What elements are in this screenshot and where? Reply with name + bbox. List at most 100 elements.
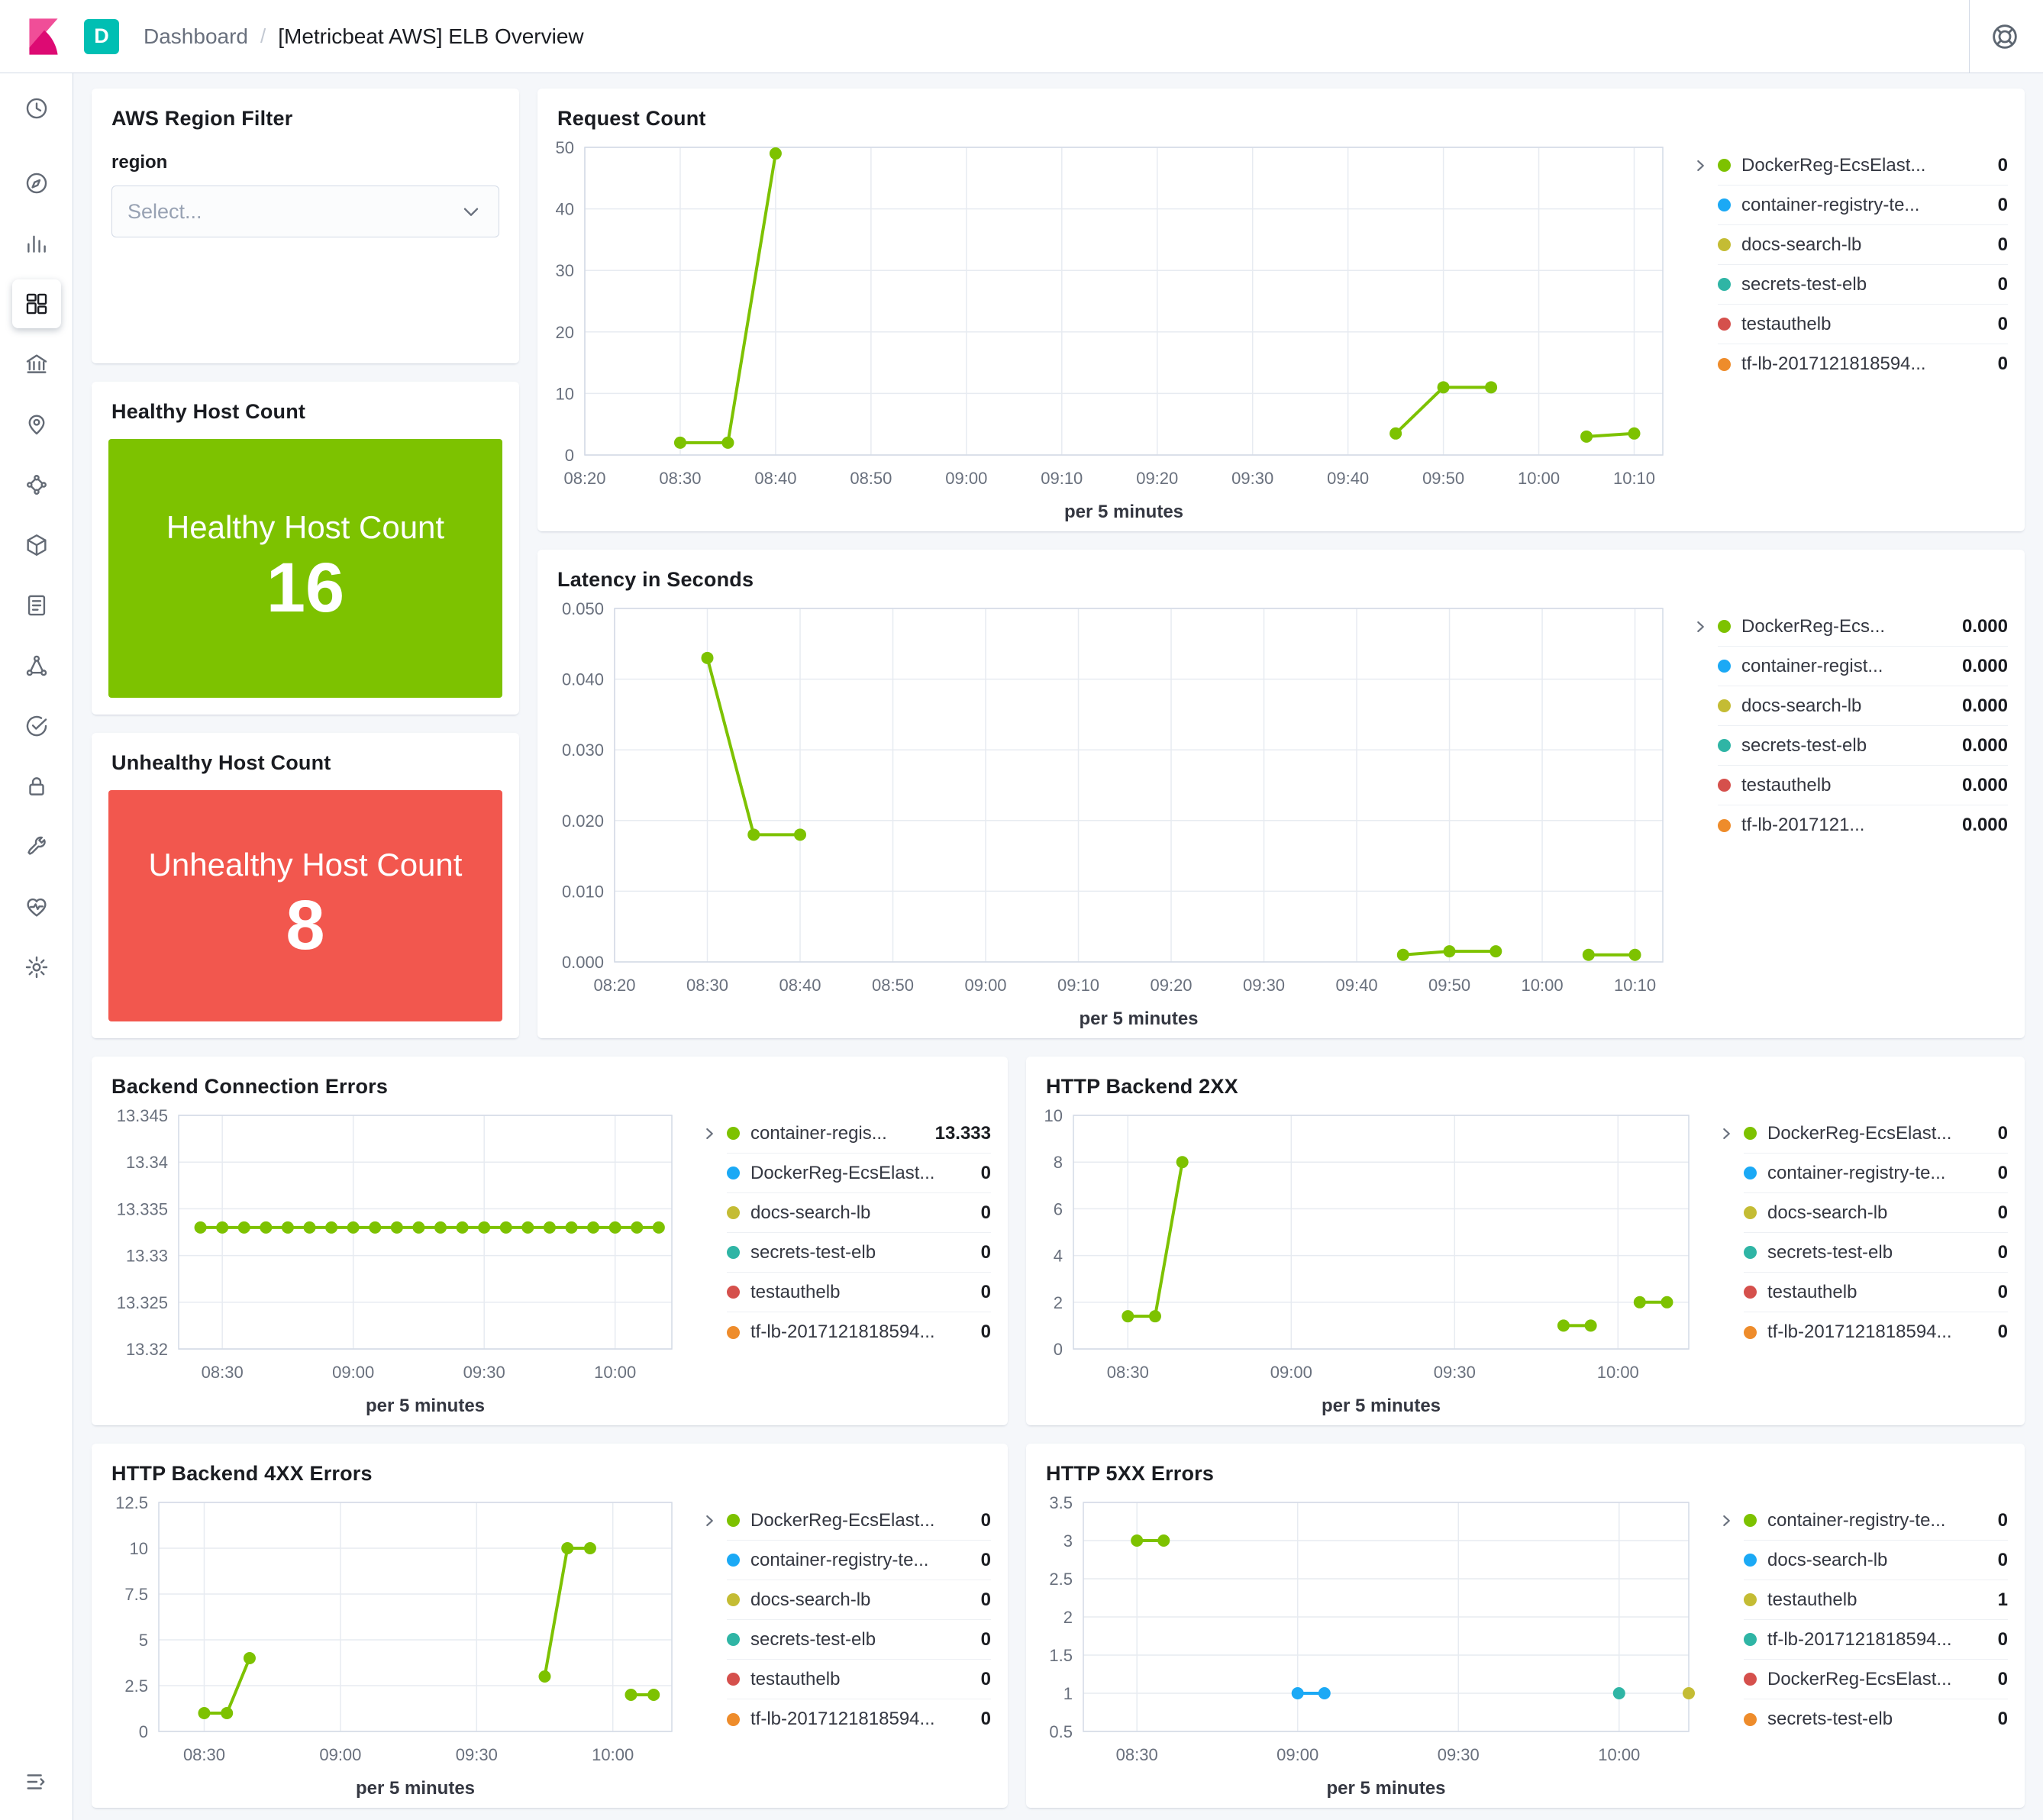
legend-collapse-button[interactable] <box>1683 607 1718 647</box>
series-value: 0.000 <box>1961 815 2008 835</box>
legend-item[interactable]: secrets-test-elb 0.000 <box>1718 726 2008 766</box>
help-icon[interactable] <box>1990 20 2023 53</box>
sidebar-item-maps[interactable] <box>12 400 61 449</box>
legend-item[interactable]: DockerReg-EcsElast... 0 <box>727 1154 991 1193</box>
series-color-dot <box>1718 779 1731 792</box>
legend-collapse-button[interactable] <box>692 1501 727 1541</box>
breadcrumb-dashboard-link[interactable]: Dashboard <box>144 24 248 48</box>
sidebar-item-visualize[interactable] <box>12 219 61 268</box>
legend-collapse-button[interactable] <box>1709 1501 1744 1541</box>
sidebar-item-recently-viewed[interactable] <box>12 84 61 133</box>
svg-text:08:30: 08:30 <box>183 1745 225 1764</box>
http-5xx-errors-panel: HTTP 5XX Errors 08:30 09:00 09:30 10:00 0.5 1… <box>1026 1444 2025 1808</box>
series-label: docs-search-lb <box>1767 1202 1888 1223</box>
chart-legend: DockerReg-EcsElast... 0 container-registry… <box>1683 134 2012 525</box>
legend-item[interactable]: testauthelb 1 <box>1744 1580 2008 1620</box>
sidebar-item-machine-learning[interactable] <box>12 460 61 509</box>
series-value: 0.000 <box>1961 734 2008 756</box>
legend-item[interactable]: container-regis... 13.333 <box>727 1114 991 1154</box>
sidebar-item-infrastructure[interactable] <box>12 521 61 570</box>
region-filter-form: region Select... <box>92 131 519 237</box>
legend-item[interactable]: tf-lb-2017121... 0.000 <box>1718 805 2008 845</box>
legend-list: container-registry-te... 0 docs-search-lb 0… <box>1744 1501 2008 1802</box>
http-5xx-errors-chart[interactable]: 08:30 09:00 09:30 10:00 0.5 1 1.5 2 2.5 3 3.5 per 5… <box>1031 1489 1709 1802</box>
series-value: 1 <box>1997 1589 2008 1610</box>
sidebar-item-canvas[interactable] <box>12 340 61 389</box>
legend-item[interactable]: docs-search-lb 0 <box>1744 1193 2008 1233</box>
topbar-right-section <box>1969 0 2043 73</box>
http-backend-2xx-chart[interactable]: 08:30 09:00 09:30 10:00 0 2 4 6 8 10 per 5 minutes <box>1031 1102 1709 1419</box>
svg-text:per 5 minutes: per 5 minutes <box>1064 502 1183 522</box>
legend-item[interactable]: DockerReg-Ecs... 0.000 <box>1718 607 2008 647</box>
series-label: secrets-test-elb <box>1741 734 1867 756</box>
series-value: 0 <box>1997 1549 2008 1570</box>
series-color-dot <box>1718 318 1731 331</box>
legend-item[interactable]: docs-search-lb 0.000 <box>1718 686 2008 726</box>
series-color-dot <box>1718 198 1731 211</box>
sidebar-item-dev-tools[interactable] <box>12 822 61 871</box>
panel-title: Request Count <box>557 107 706 130</box>
kibana-logo[interactable] <box>23 16 64 57</box>
legend-item[interactable]: tf-lb-2017121818594... 0 <box>727 1312 991 1352</box>
series-label: DockerReg-EcsElast... <box>1767 1122 1952 1144</box>
svg-text:09:00: 09:00 <box>1270 1363 1312 1382</box>
svg-text:09:30: 09:30 <box>1243 976 1285 995</box>
http-backend-4xx-errors-chart[interactable]: 08:30 09:00 09:30 10:00 0 2.5 5 7.5 10 12.5 per 5 … <box>96 1489 692 1802</box>
legend-collapse-button[interactable] <box>1683 146 1718 186</box>
sidebar-item-siem[interactable] <box>12 762 61 811</box>
backend-connection-errors-chart[interactable]: 08:30 09:00 09:30 10:00 13.32 13.325 13.33 13.3… <box>96 1102 692 1419</box>
legend-item[interactable]: DockerReg-EcsElast... 0 <box>1718 146 2008 186</box>
legend-item[interactable]: container-regist... 0.000 <box>1718 647 2008 686</box>
region-field-label: region <box>111 152 168 173</box>
collapse-menu-icon <box>26 1774 44 1789</box>
clock-icon <box>26 98 47 119</box>
series-value: 13.333 <box>934 1122 991 1144</box>
legend-item[interactable]: testauthelb 0 <box>727 1660 991 1699</box>
region-select[interactable]: Select... <box>111 186 499 237</box>
legend-item[interactable]: container-registry-te... 0 <box>727 1541 991 1580</box>
sidebar-item-management[interactable] <box>12 943 61 992</box>
sidebar-item-stack-monitoring[interactable] <box>12 883 61 931</box>
svg-text:08:30: 08:30 <box>686 976 728 995</box>
legend-item[interactable]: tf-lb-2017121818594... 0 <box>1744 1312 2008 1352</box>
legend-item[interactable]: docs-search-lb 0 <box>727 1580 991 1620</box>
legend-item[interactable]: DockerReg-EcsElast... 0 <box>727 1501 991 1541</box>
collapse-navigation-button[interactable] <box>12 1757 61 1806</box>
chevron-right-icon <box>1697 160 1704 172</box>
legend-item[interactable]: testauthelb 0 <box>1718 305 2008 344</box>
metric-label: Healthy Host Count <box>166 508 445 545</box>
legend-item[interactable]: container-registry-te... 0 <box>1744 1501 2008 1541</box>
legend-item[interactable]: secrets-test-elb 0 <box>1744 1233 2008 1273</box>
series-label: DockerReg-EcsElast... <box>750 1509 935 1531</box>
legend-item[interactable]: secrets-test-elb 0 <box>727 1620 991 1660</box>
legend-item[interactable]: secrets-test-elb 0 <box>727 1233 991 1273</box>
sidebar-item-dashboard[interactable] <box>11 279 61 328</box>
legend-item[interactable]: secrets-test-elb 0 <box>1718 265 2008 305</box>
legend-collapse-button[interactable] <box>692 1114 727 1154</box>
legend-item[interactable]: testauthelb 0 <box>1744 1273 2008 1312</box>
sidebar-item-uptime[interactable] <box>12 702 61 750</box>
legend-item[interactable]: docs-search-lb 0 <box>1744 1541 2008 1580</box>
legend-item[interactable]: tf-lb-2017121818594... 0 <box>1744 1620 2008 1660</box>
legend-item[interactable]: DockerReg-EcsElast... 0 <box>1744 1660 2008 1699</box>
sidebar-item-apm[interactable] <box>12 641 61 690</box>
sidebar-item-logs[interactable] <box>12 581 61 630</box>
legend-item[interactable]: testauthelb 0.000 <box>1718 766 2008 805</box>
legend-item[interactable]: secrets-test-elb 0 <box>1744 1699 2008 1739</box>
legend-item[interactable]: docs-search-lb 0 <box>727 1193 991 1233</box>
legend-item[interactable]: tf-lb-2017121818594... 0 <box>1718 344 2008 384</box>
request-count-chart[interactable]: 08:20 08:30 08:40 08:50 09:00 09:10 09:20 09:30… <box>542 134 1683 525</box>
metric-value: 8 <box>286 886 325 964</box>
series-color-dot <box>1744 1127 1757 1140</box>
latency-chart[interactable]: 08:20 08:30 08:40 08:50 09:00 09:10 09:20 09:30… <box>542 595 1683 1032</box>
legend-item[interactable]: testauthelb 0 <box>727 1273 991 1312</box>
dashboard-app-badge: D <box>84 18 119 54</box>
legend-item[interactable]: DockerReg-EcsElast... 0 <box>1744 1114 2008 1154</box>
legend-item[interactable]: docs-search-lb 0 <box>1718 225 2008 265</box>
legend-item[interactable]: tf-lb-2017121818594... 0 <box>727 1699 991 1739</box>
legend-item[interactable]: container-registry-te... 0 <box>1718 186 2008 225</box>
sidebar-item-discover[interactable] <box>12 159 61 208</box>
legend-item[interactable]: container-registry-te... 0 <box>1744 1154 2008 1193</box>
legend-collapse-button[interactable] <box>1709 1114 1744 1154</box>
svg-text:10:00: 10:00 <box>1598 1745 1640 1764</box>
